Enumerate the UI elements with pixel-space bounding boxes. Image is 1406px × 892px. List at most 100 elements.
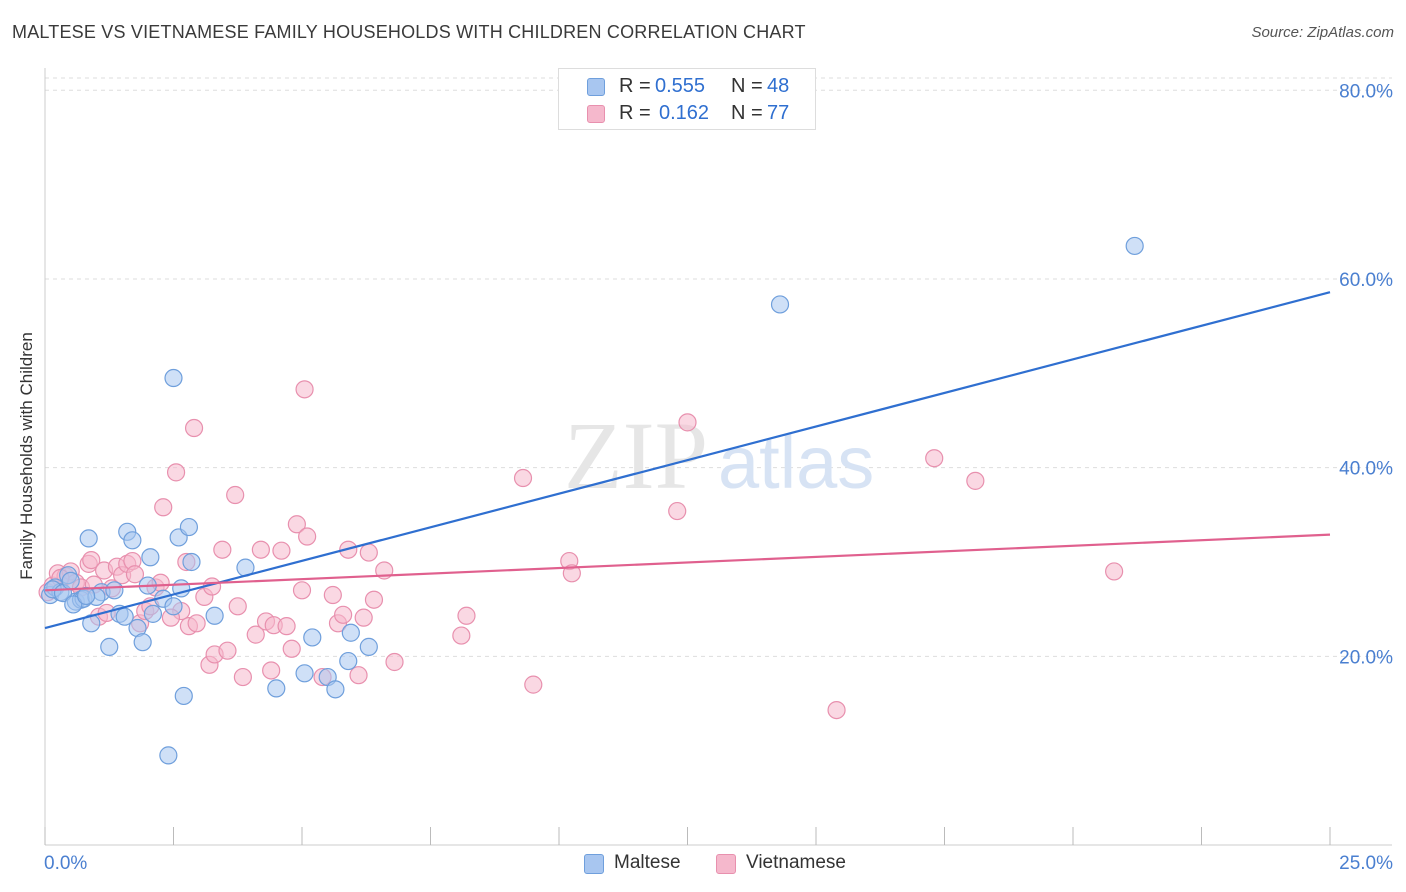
maltese-point-40: [1125, 236, 1144, 256]
vietnamese-point-27: [184, 418, 204, 438]
vietnamese-point-46: [287, 515, 306, 534]
maltese-point-26: [179, 517, 199, 537]
vietnamese-point-28: [187, 614, 206, 633]
vietnamese-point-35: [226, 485, 245, 505]
vietnamese-point-22: [154, 498, 173, 517]
maltese-point-32: [303, 628, 322, 647]
vietnamese-point-70: [966, 471, 985, 490]
maltese-point-30: [267, 679, 286, 698]
stats-legend-box: R = 0.555 N = 48 R = 0.162 N = 77: [558, 68, 816, 130]
vietnamese-point-66: [562, 564, 581, 583]
vietnamese-swatch: [587, 105, 605, 123]
stats-row-maltese: R = 0.555 N = 48: [559, 74, 815, 101]
maltese-point-37: [359, 637, 378, 656]
maltese-point-25: [174, 686, 193, 706]
maltese-r-value: 0.555: [655, 75, 706, 97]
vietnamese-point-45: [282, 639, 301, 658]
maltese-n-value: 48: [767, 75, 790, 97]
maltese-point-46: [61, 571, 80, 590]
maltese-point-18: [141, 548, 160, 567]
maltese-point-36: [341, 623, 360, 642]
maltese-point-39: [770, 295, 790, 314]
maltese-point-43: [64, 595, 83, 614]
bottom-legend: Maltese Vietnamese: [0, 852, 1406, 878]
vietnamese-trend-line: [44, 533, 1331, 592]
y-tick-label-80: 80.0%: [1339, 81, 1393, 102]
vietnamese-point-53: [334, 605, 353, 624]
vietnamese-point-34: [218, 641, 237, 660]
maltese-point-14: [123, 531, 142, 550]
x-tick-label-min: 0.0%: [44, 853, 87, 874]
maltese-point-7: [79, 529, 98, 548]
vietnamese-point-48: [295, 380, 314, 399]
vietnamese-point-58: [364, 590, 384, 609]
trend-layer: [44, 291, 1331, 630]
source-credit: Source: ZipAtlas.com: [1251, 24, 1394, 41]
vietnamese-point-47: [292, 581, 312, 600]
vietnamese-point-61: [452, 626, 471, 645]
vietnamese-point-63: [513, 468, 533, 488]
maltese-point-22: [164, 368, 183, 388]
vietnamese-point-69: [925, 449, 944, 468]
maltese-n-label: N =: [731, 75, 763, 97]
legend-maltese-label: Maltese: [614, 852, 681, 873]
vietnamese-point-57: [359, 543, 378, 562]
x-tick-label-max: 25.0%: [1339, 853, 1393, 874]
vietnamese-point-51: [323, 585, 342, 605]
maltese-point-11: [105, 581, 124, 600]
y-tick-label-60: 60.0%: [1339, 270, 1393, 291]
vietnamese-point-64: [524, 675, 543, 694]
y-tick-label-40: 40.0%: [1339, 459, 1393, 480]
vietnamese-point-68: [678, 413, 697, 432]
vietnamese-point-75: [125, 565, 145, 584]
vietnamese-point-41: [262, 661, 281, 680]
maltese-point-34: [326, 680, 345, 699]
stats-row-vietnamese: R = 0.162 N = 77: [559, 101, 815, 128]
vietnamese-point-44: [277, 617, 296, 636]
maltese-point-35: [339, 651, 358, 671]
maltese-point-28: [205, 606, 224, 625]
vietnamese-point-71: [1105, 562, 1124, 581]
vietnamese-point-37: [233, 667, 252, 687]
maltese-r-label: R =: [619, 75, 651, 97]
vietnamese-point-8: [82, 551, 101, 570]
vietnamese-point-38: [246, 625, 265, 644]
vietnamese-point-49: [298, 527, 317, 546]
watermark: ZIP atlas: [564, 402, 874, 509]
vietnamese-point-60: [385, 652, 404, 672]
tick-label-layer: 20.0% 40.0% 60.0% 80.0% 0.0% 25.0%: [44, 81, 1393, 874]
vietnamese-point-43: [272, 541, 291, 560]
maltese-point-47: [77, 586, 96, 606]
vietnamese-n-label: N =: [731, 102, 763, 124]
maltese-point-21: [164, 597, 183, 616]
maltese-swatch: [587, 78, 605, 96]
axis-layer: [44, 68, 1392, 846]
vietnamese-n-value: 77: [767, 102, 790, 124]
watermark-atlas: atlas: [718, 421, 874, 504]
vietnamese-point-56: [354, 608, 373, 627]
maltese-point-19: [143, 604, 163, 623]
vietnamese-r-value: 0.162: [659, 102, 710, 124]
maltese-point-27: [182, 552, 201, 572]
maltese-point-10: [100, 637, 119, 656]
vietnamese-point-36: [228, 597, 247, 616]
legend-vietnamese-swatch: [716, 854, 736, 874]
legend-vietnamese-label: Vietnamese: [746, 852, 846, 873]
y-tick-label-20: 20.0%: [1339, 647, 1393, 668]
vietnamese-point-55: [349, 666, 368, 685]
vietnamese-point-39: [251, 540, 270, 559]
maltese-point-45: [115, 607, 134, 626]
vietnamese-r-label: R =: [619, 102, 651, 124]
maltese-point-16: [133, 633, 152, 652]
chart-title: MALTESE VS VIETNAMESE FAMILY HOUSEHOLDS …: [12, 22, 806, 42]
legend-maltese-swatch: [584, 854, 604, 874]
maltese-point-31: [295, 664, 314, 683]
maltese-trend-line: [44, 291, 1331, 630]
vietnamese-point-23: [166, 463, 186, 482]
vietnamese-point-62: [457, 606, 476, 625]
maltese-point-38: [159, 746, 178, 765]
vietnamese-point-72: [827, 700, 846, 720]
vietnamese-point-33: [213, 540, 232, 559]
vietnamese-point-67: [668, 501, 687, 521]
